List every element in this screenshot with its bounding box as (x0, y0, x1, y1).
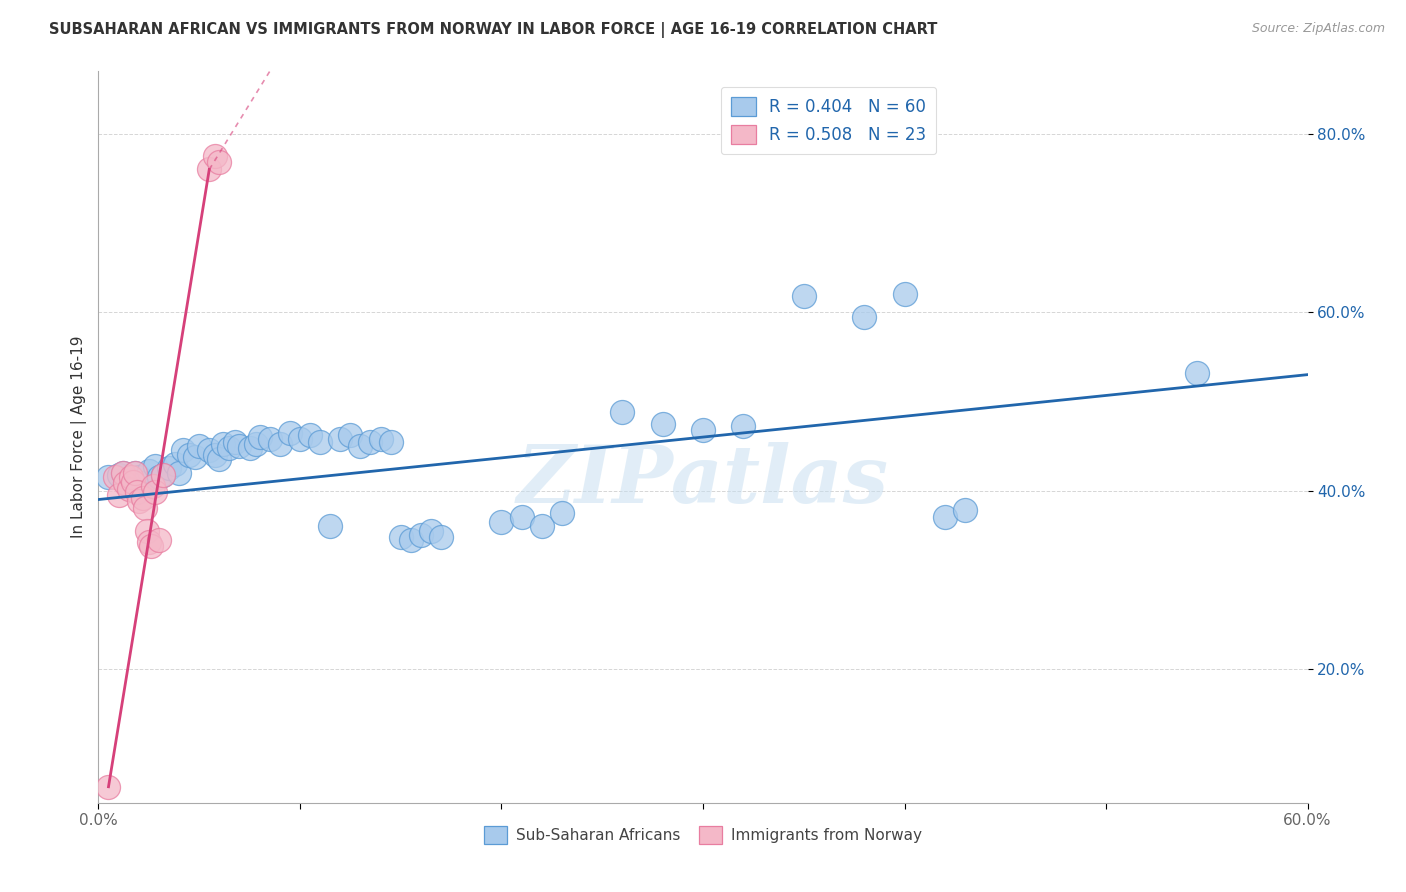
Text: Source: ZipAtlas.com: Source: ZipAtlas.com (1251, 22, 1385, 36)
Point (157, 461, 180, 475)
Point (138, 535, 160, 549)
Point (114, 476, 136, 491)
Point (138, 464, 160, 478)
Point (121, 475, 143, 489)
Point (1185, 366, 1208, 380)
Point (125, 485, 148, 500)
Point (239, 441, 262, 455)
Point (212, 437, 235, 451)
Point (208, 452, 231, 467)
Point (148, 470, 170, 484)
Point (120, 470, 142, 484)
Point (934, 510, 956, 524)
Point (184, 450, 207, 464)
Point (188, 439, 211, 453)
Point (204, 448, 226, 462)
Point (430, 530, 453, 544)
Point (152, 467, 174, 482)
Point (510, 510, 533, 524)
Point (111, 466, 134, 480)
Point (228, 439, 250, 453)
Point (134, 501, 156, 516)
Point (733, 419, 755, 434)
Point (224, 434, 246, 449)
Point (172, 443, 194, 458)
Point (107, 467, 129, 482)
Point (111, 466, 134, 480)
Point (420, 524, 443, 538)
Point (278, 425, 301, 440)
Point (124, 466, 146, 480)
Point (124, 466, 146, 480)
Point (793, 289, 815, 303)
Point (269, 437, 291, 451)
Point (399, 533, 422, 547)
Point (97, 780, 120, 794)
Point (245, 437, 267, 451)
Text: SUBSAHARAN AFRICAN VS IMMIGRANTS FROM NORWAY IN LABOR FORCE | AGE 16-19 CORRELAT: SUBSAHARAN AFRICAN VS IMMIGRANTS FROM NO… (49, 22, 938, 38)
Point (612, 405, 634, 419)
Point (143, 485, 166, 500)
Point (132, 476, 155, 491)
Point (142, 479, 165, 493)
Point (198, 443, 221, 458)
Text: ZIPatlas: ZIPatlas (517, 442, 889, 520)
Point (97, 470, 120, 484)
Point (893, 287, 915, 301)
Point (299, 428, 322, 442)
Point (249, 430, 271, 444)
Point (853, 310, 876, 324)
Point (953, 503, 976, 517)
Point (309, 434, 332, 449)
Point (118, 472, 141, 486)
Point (530, 519, 553, 533)
Point (204, 149, 226, 163)
Point (139, 539, 162, 553)
Point (128, 470, 150, 484)
Point (380, 434, 402, 449)
Point (107, 488, 129, 502)
Point (148, 533, 170, 547)
Point (551, 506, 574, 520)
Point (163, 457, 186, 471)
Point (339, 428, 361, 442)
Point (143, 458, 166, 473)
Point (135, 524, 157, 538)
Point (128, 494, 150, 508)
Point (198, 162, 221, 177)
Point (152, 467, 174, 482)
Point (179, 448, 201, 462)
Point (360, 434, 382, 449)
Point (349, 439, 371, 453)
Point (218, 441, 240, 455)
Point (409, 528, 432, 542)
Point (132, 491, 155, 505)
Point (651, 417, 673, 431)
Point (370, 432, 392, 446)
Point (491, 515, 513, 529)
Legend: Sub-Saharan Africans, Immigrants from Norway: Sub-Saharan Africans, Immigrants from No… (478, 820, 928, 850)
Point (259, 432, 281, 446)
Point (319, 519, 342, 533)
Point (288, 432, 311, 446)
Point (103, 470, 125, 484)
Point (692, 423, 714, 437)
Y-axis label: In Labor Force | Age 16-19: In Labor Force | Age 16-19 (72, 335, 87, 539)
Point (118, 482, 141, 496)
Point (389, 530, 412, 544)
Point (167, 466, 190, 480)
Point (208, 155, 231, 169)
Point (329, 432, 352, 446)
